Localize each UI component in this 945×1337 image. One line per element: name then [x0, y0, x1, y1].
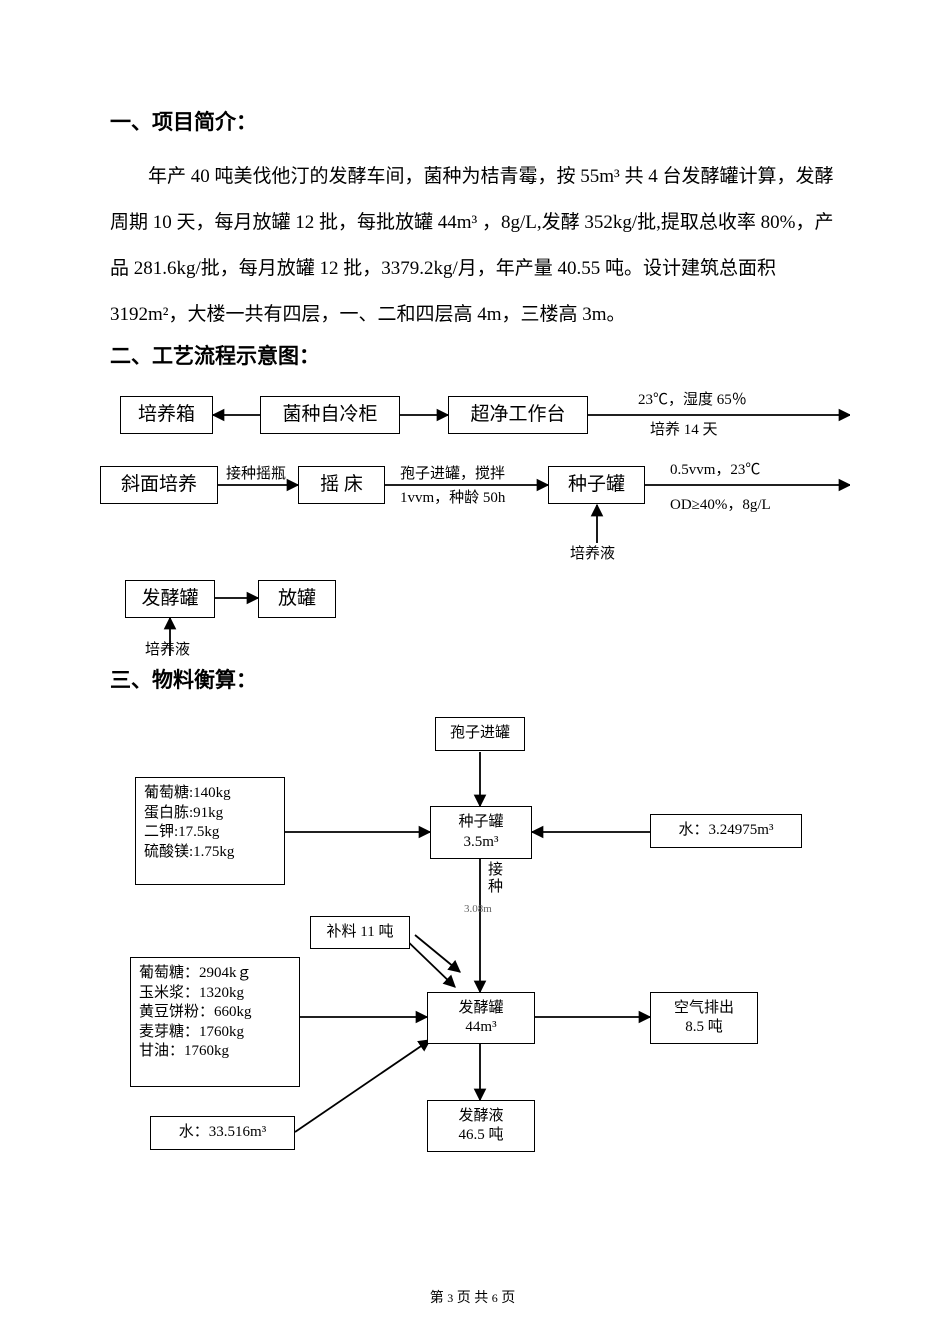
label-308m: 3.08m	[464, 902, 492, 917]
document-page: 一、项目简介： 年产 40 吨美伐他汀的发酵车间，菌种为桔青霉，按 55m³ 共…	[0, 0, 945, 1337]
label-inoculate: 接 种	[488, 862, 503, 895]
node-materials-2: 葡萄糖：2904kｇ 玉米浆：1320kg 黄豆饼粉：660kg 麦芽糖：176…	[130, 957, 300, 1087]
node-air-out: 空气排出 8.5 吨	[650, 992, 758, 1044]
section1-heading: 一、项目简介：	[110, 106, 850, 136]
material-balance-diagram: 孢子进罐 葡萄糖:140kg 蛋白胨:91kg 二钾:17.5kg 硫酸镁:1.…	[110, 712, 850, 1172]
mat2-line3: 麦芽糖：1760kg	[139, 1023, 244, 1043]
mat2-line2: 黄豆饼粉：660kg	[139, 1003, 252, 1023]
anno-row1-top: 23℃，湿度 65％	[638, 390, 747, 411]
footer-mid: 页 共	[453, 1291, 492, 1306]
mat2-line4: 甘油：1760kg	[139, 1042, 229, 1062]
content-area: 一、项目简介： 年产 40 吨美伐他汀的发酵车间，菌种为桔青霉，按 55m³ 共…	[110, 106, 850, 1172]
node-strain-cabinet: 菌种自冷柜	[260, 396, 400, 434]
node-discharge: 放罐	[258, 580, 336, 618]
anno-row2-bot: OD≥40%，8g/L	[670, 495, 771, 516]
node-slant-culture: 斜面培养	[100, 466, 218, 504]
label-1vvm: 1vvm，种龄 50h	[400, 488, 505, 509]
node-shaker: 摇 床	[298, 466, 385, 504]
mat1-line3: 硫酸镁:1.75kg	[144, 843, 234, 863]
section3-heading: 三、物料衡算：	[110, 664, 850, 694]
section2-heading: 二、工艺流程示意图：	[110, 340, 850, 370]
process-flowchart: 培养箱 菌种自冷柜 超净工作台 23℃，湿度 65％ 培养 14 天 斜面培养 …	[110, 388, 850, 658]
node-materials-1: 葡萄糖:140kg 蛋白胨:91kg 二钾:17.5kg 硫酸镁:1.75kg	[135, 777, 285, 885]
mat1-line1: 蛋白胨:91kg	[144, 804, 223, 824]
label-culture-2: 培养液	[145, 640, 190, 661]
mat2-line1: 玉米浆：1320kg	[139, 984, 244, 1004]
mat2-line0: 葡萄糖：2904kｇ	[139, 964, 252, 984]
label-inoculate-flask: 接种摇瓶	[226, 464, 286, 485]
section1-body: 年产 40 吨美伐他汀的发酵车间，菌种为桔青霉，按 55m³ 共 4 台发酵罐计…	[110, 154, 850, 338]
label-spore-in: 孢子进罐，搅拌	[400, 464, 505, 485]
page-footer: 第 3 页 共 6 页	[0, 1287, 945, 1307]
node-incubator: 培养箱	[120, 396, 213, 434]
mat1-line0: 葡萄糖:140kg	[144, 784, 231, 804]
node-fermenter-2: 发酵罐 44m³	[427, 992, 535, 1044]
node-water-1: 水：3.24975m³	[650, 814, 802, 848]
label-culture-1: 培养液	[570, 544, 615, 565]
footer-suffix: 页	[498, 1291, 516, 1306]
node-spore-in: 孢子进罐	[435, 717, 525, 751]
footer-prefix: 第	[430, 1291, 448, 1306]
node-seed-tank: 种子罐	[548, 466, 645, 504]
node-feed: 补料 11 吨	[310, 916, 410, 949]
anno-row2-top: 0.5vvm，23℃	[670, 460, 760, 481]
anno-row1-bot: 培养 14 天	[650, 420, 718, 441]
node-fermenter: 发酵罐	[125, 580, 215, 618]
node-water-2: 水：33.516m³	[150, 1116, 295, 1150]
node-ferment-liquid: 发酵液 46.5 吨	[427, 1100, 535, 1152]
node-clean-bench: 超净工作台	[448, 396, 588, 434]
node-seed-tank-2: 种子罐 3.5m³	[430, 806, 532, 859]
mat1-line2: 二钾:17.5kg	[144, 823, 219, 843]
